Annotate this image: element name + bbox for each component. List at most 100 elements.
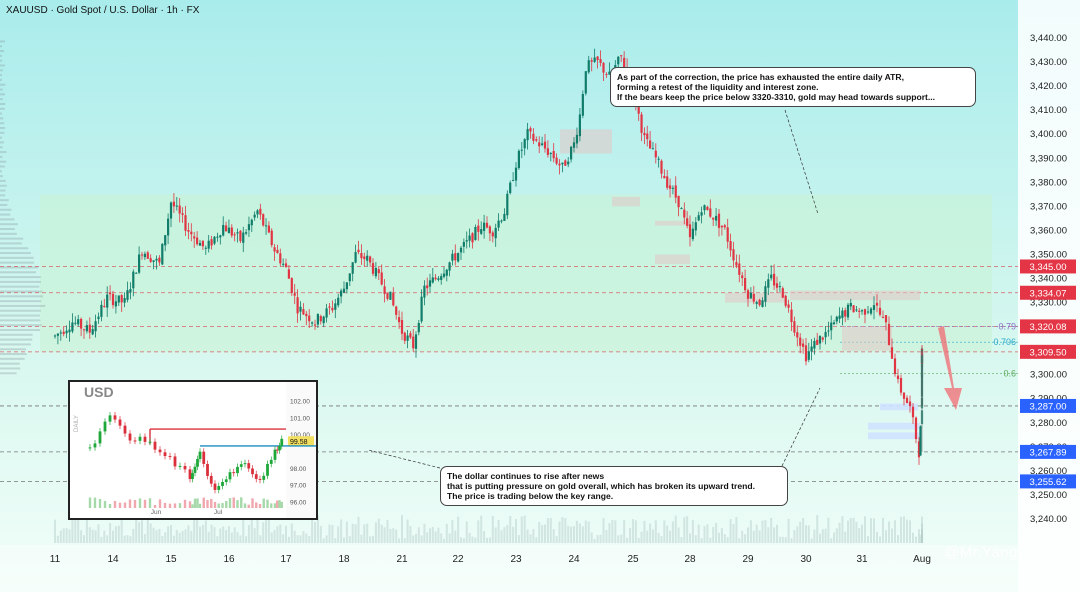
candle-body bbox=[337, 298, 339, 305]
candle-body bbox=[291, 278, 293, 293]
volume-bar bbox=[323, 538, 325, 543]
candle-body bbox=[147, 252, 149, 258]
candle-body bbox=[741, 275, 743, 278]
candle-body bbox=[97, 317, 99, 319]
volume-bar bbox=[190, 531, 192, 543]
candle-body bbox=[103, 306, 105, 307]
candle-body bbox=[793, 321, 795, 332]
candle-body bbox=[785, 296, 787, 306]
inset-volume-bar bbox=[134, 500, 136, 508]
volume-bar bbox=[242, 518, 244, 543]
candle-body bbox=[686, 218, 688, 226]
volume-bar bbox=[864, 516, 866, 543]
volume-bar bbox=[404, 538, 406, 543]
candle-body bbox=[251, 220, 253, 225]
price-axis-tick: 3,440.00 bbox=[1030, 33, 1067, 44]
volume-bar bbox=[366, 524, 368, 543]
candle-body bbox=[360, 253, 362, 258]
candle-body bbox=[155, 259, 157, 261]
candle-body bbox=[541, 143, 543, 145]
inset-volume-bar bbox=[191, 504, 193, 508]
candle-body bbox=[839, 316, 841, 319]
volume-bar bbox=[98, 524, 100, 543]
volume-bar bbox=[709, 538, 711, 543]
inset-volume-bar bbox=[149, 498, 151, 508]
time-axis-tick: 21 bbox=[396, 554, 408, 565]
time-axis-tick: 18 bbox=[338, 554, 350, 565]
candle-body bbox=[89, 325, 91, 333]
volume-profile-bar bbox=[0, 271, 36, 273]
volume-bar bbox=[591, 533, 593, 543]
volume-bar bbox=[594, 539, 596, 543]
candle-body bbox=[770, 275, 772, 279]
candle-body bbox=[262, 214, 264, 225]
volume-bar bbox=[314, 522, 316, 543]
inset-volume-bar bbox=[114, 501, 116, 508]
candle-body bbox=[389, 292, 391, 300]
volume-profile-bar bbox=[0, 257, 34, 259]
volume-profile-bar bbox=[0, 74, 2, 76]
volume-bar bbox=[518, 535, 520, 543]
candle-body bbox=[906, 398, 908, 403]
volume-bar bbox=[138, 522, 140, 543]
volume-profile-bar bbox=[0, 122, 4, 124]
volume-bar bbox=[822, 529, 824, 543]
inset-candle-body bbox=[104, 422, 107, 432]
volume-bar bbox=[836, 528, 838, 543]
volume-bar bbox=[176, 530, 178, 543]
candle-body bbox=[744, 278, 746, 290]
volume-bar bbox=[69, 529, 71, 543]
volume-bar bbox=[553, 529, 555, 543]
volume-bar bbox=[109, 523, 111, 543]
candle-body bbox=[187, 230, 189, 232]
volume-bar bbox=[372, 536, 374, 543]
volume-bar bbox=[432, 527, 434, 543]
candle-body bbox=[903, 393, 905, 399]
volume-bar bbox=[802, 518, 804, 543]
candle-body bbox=[495, 228, 497, 238]
candle-body bbox=[594, 58, 596, 62]
candle-body bbox=[808, 351, 810, 360]
volume-profile-bar bbox=[0, 64, 5, 66]
candle-body bbox=[620, 55, 622, 56]
volume-bar bbox=[127, 535, 129, 543]
candle-body bbox=[599, 59, 601, 63]
candle-body bbox=[712, 218, 714, 220]
candle-body bbox=[326, 308, 328, 317]
volume-bar bbox=[83, 535, 85, 543]
volume-bar bbox=[661, 536, 663, 543]
volume-bar bbox=[915, 537, 917, 543]
inset-candle-body bbox=[124, 426, 127, 434]
inset-axis-tick: 101.00 bbox=[290, 415, 310, 422]
candle-body bbox=[891, 347, 893, 359]
volume-bar bbox=[118, 526, 120, 543]
candle-body bbox=[384, 286, 386, 294]
volume-profile-bar bbox=[0, 180, 6, 182]
volume-profile-bar bbox=[0, 343, 31, 345]
volume-bar bbox=[106, 535, 108, 543]
inset-candle-body bbox=[278, 446, 281, 450]
candle-body bbox=[680, 208, 682, 209]
inset-volume-bar bbox=[221, 503, 223, 508]
inset-candle-body bbox=[174, 456, 177, 466]
volume-bar bbox=[741, 531, 743, 543]
candle-body bbox=[489, 226, 491, 233]
volume-bar bbox=[788, 519, 790, 543]
candle-body bbox=[469, 236, 471, 241]
candle-body bbox=[909, 401, 911, 406]
volume-bar bbox=[214, 527, 216, 543]
inset-axis-tick: 97.00 bbox=[290, 483, 307, 490]
volume-bar bbox=[811, 539, 813, 543]
candle-body bbox=[870, 309, 872, 314]
inset-candle-body bbox=[232, 472, 235, 473]
inset-axis-tick: 98.00 bbox=[290, 466, 307, 473]
candle-body bbox=[900, 378, 902, 393]
candle-body bbox=[715, 216, 717, 221]
candle-body bbox=[150, 258, 152, 262]
volume-bar bbox=[100, 537, 102, 543]
inset-candle-body bbox=[244, 463, 247, 464]
candle-body bbox=[392, 293, 394, 305]
candle-body bbox=[855, 310, 857, 311]
volume-profile-bar bbox=[0, 132, 4, 134]
candle-body bbox=[323, 317, 325, 323]
